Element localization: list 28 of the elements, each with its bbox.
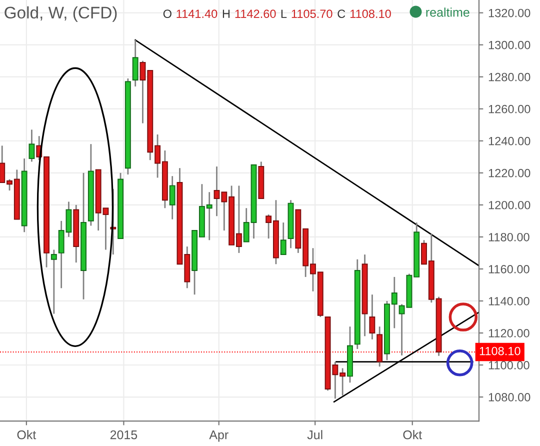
x-tick-label: Okt	[403, 430, 422, 440]
x-tick-label: Apr	[209, 430, 228, 442]
candlestick	[280, 222, 286, 256]
y-tick-label: 1140.00	[488, 296, 530, 306]
candlestick	[132, 39, 138, 88]
y-tick-label: 1260.00	[488, 104, 530, 114]
y-tick-label: 1200.00	[488, 200, 530, 210]
y-tick-label: 1220.00	[488, 168, 530, 178]
y-tick-label: 1100.00	[488, 361, 530, 370]
chart-title: Gold, W, (CFD)	[4, 6, 117, 22]
x-tick-label: Okt	[17, 430, 36, 440]
x-tick-label: 2015	[110, 430, 138, 440]
y-tick-label: 1080.00	[488, 393, 530, 402]
candlestick	[369, 294, 376, 340]
y-tick-label: 1180.00	[488, 232, 530, 242]
y-tick-label: 1280.00	[488, 72, 530, 82]
x-tick-label: Jul	[307, 430, 322, 440]
ref-line-label: 1108.10	[480, 346, 520, 356]
y-tick-label: 1320.00	[488, 8, 530, 18]
y-tick-label: 1160.00	[488, 264, 530, 274]
candlestick	[50, 249, 57, 314]
candlestick	[28, 128, 35, 162]
y-tick-label: 1240.00	[488, 136, 530, 146]
annotation: realtime	[426, 8, 470, 17]
candlestick	[169, 175, 176, 220]
y-tick-label: 1120.00	[488, 329, 530, 338]
y-tick-label: 1300.00	[488, 40, 530, 50]
text: O 1141.40 H 1142.60 L 1105.70 C 1108.10	[163, 10, 391, 18]
